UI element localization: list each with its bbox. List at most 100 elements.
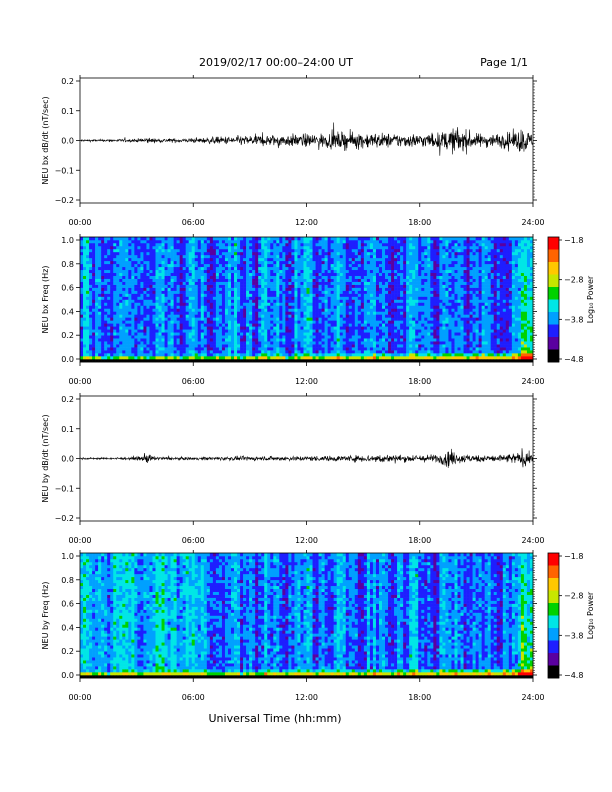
spectrogram-cell	[179, 356, 183, 360]
spectrogram-cell	[391, 296, 395, 300]
spectrogram-cell	[303, 332, 307, 336]
spectrogram-cell	[182, 287, 186, 291]
spectrogram-cell	[273, 287, 277, 291]
spectrogram-cell	[294, 299, 298, 303]
spectrogram-cell	[378, 341, 383, 345]
spectrogram-cell	[246, 290, 250, 294]
spectrogram-cell	[161, 308, 165, 312]
spectrogram-cell	[378, 237, 383, 241]
spectrogram-cell	[227, 347, 232, 351]
spectrogram-cell	[397, 296, 401, 300]
spectrogram-cell	[430, 347, 434, 351]
spectrogram-cell	[243, 281, 247, 285]
spectrogram-cell	[333, 314, 337, 318]
spectrogram-cell	[155, 239, 159, 244]
spectrogram-cell	[333, 356, 337, 360]
spectrogram-cell	[318, 311, 322, 315]
spectrogram-cell	[227, 326, 232, 330]
spectrogram-cell	[297, 317, 301, 321]
spectrogram-cell	[324, 302, 328, 306]
spectrogram-cell	[255, 344, 259, 348]
spectrogram-cell	[83, 293, 87, 297]
spectrogram-cell	[246, 293, 250, 297]
spectrogram-cell	[430, 359, 434, 363]
spectrogram-cell	[412, 239, 416, 244]
spectrogram-cell	[128, 266, 132, 271]
spectrogram-cell	[194, 353, 199, 357]
spectrogram-cell	[258, 332, 262, 336]
spectrogram-cell	[185, 344, 190, 348]
spectrogram-cell	[291, 323, 295, 327]
spectrogram-cell	[188, 245, 193, 250]
spectrogram-cell	[297, 266, 301, 271]
spectrogram-cell	[131, 296, 135, 300]
spectrogram-cell	[107, 284, 111, 288]
spectrogram-cell	[125, 341, 129, 345]
spectrogram-cell	[306, 347, 310, 351]
spectrogram-cell	[403, 287, 407, 291]
spectrogram-cell	[309, 347, 313, 351]
spectrogram-cell	[363, 326, 368, 330]
spectrogram-cell	[385, 266, 389, 271]
spectrogram-cell	[424, 329, 428, 333]
spectrogram-cell	[206, 302, 211, 306]
spectrogram-cell	[128, 326, 132, 330]
spectrogram-cell	[164, 248, 168, 253]
spectrogram-cell	[194, 254, 199, 259]
spectrogram-cell	[372, 338, 377, 342]
spectrogram-cell	[294, 320, 298, 324]
spectrogram-cell	[388, 347, 392, 351]
spectrogram-cell	[433, 359, 437, 363]
spectrogram-cell	[221, 299, 226, 303]
spectrogram-cell	[339, 323, 344, 327]
spectrogram-cell	[327, 237, 331, 241]
spectrogram-cell	[360, 317, 365, 321]
spectrogram-cell	[297, 314, 301, 318]
spectrogram-cell	[176, 311, 180, 315]
spectrogram-cell	[258, 245, 262, 250]
spectrogram-cell	[104, 278, 108, 282]
spectrogram-cell	[227, 242, 232, 247]
spectrogram-cell	[354, 269, 359, 274]
spectrogram-cell	[119, 353, 123, 357]
spectrogram-cell	[134, 347, 138, 351]
spectrogram-cell	[197, 266, 202, 271]
spectrogram-cell	[188, 287, 193, 291]
spectrogram-cell	[185, 359, 190, 363]
spectrogram-cell	[203, 239, 208, 244]
spectrogram-cell	[409, 269, 413, 274]
spectrogram-cell	[427, 335, 431, 339]
spectrogram-cell	[161, 338, 165, 342]
spectrogram-cell	[294, 353, 298, 357]
spectrogram-cell	[282, 308, 286, 312]
spectrogram-cell	[385, 332, 389, 336]
spectrogram-cell	[288, 290, 292, 294]
spectrogram-cell	[215, 287, 220, 291]
spectrogram-cell	[206, 266, 211, 271]
spectrogram-cell	[131, 284, 135, 288]
spectrogram-cell	[403, 302, 407, 306]
spectrogram-cell	[375, 242, 380, 247]
spectrogram-cell	[397, 287, 401, 291]
spectrogram-cell	[152, 296, 156, 300]
spectrogram-cell	[369, 242, 374, 247]
spectrogram-cell	[158, 287, 162, 291]
spectrogram-cell	[288, 272, 292, 276]
spectrogram-cell	[107, 329, 111, 333]
spectrogram-cell	[336, 347, 341, 351]
spectrogram-cell	[375, 353, 380, 357]
spectrogram-cell	[327, 320, 331, 324]
spectrogram-cell	[179, 293, 183, 297]
spectrogram-cell	[327, 293, 331, 297]
spectrogram-cell	[206, 278, 211, 282]
spectrogram-cell	[131, 350, 135, 354]
spectrogram-cell	[188, 269, 193, 274]
spectrogram-cell	[382, 281, 386, 285]
spectrogram-cell	[388, 254, 392, 259]
spectrogram-cell	[98, 335, 102, 339]
spectrogram-cell	[206, 308, 211, 312]
spectrogram-cell	[240, 338, 244, 342]
spectrogram-cell	[273, 305, 277, 309]
spectrogram-cell	[421, 314, 425, 318]
spectrogram-cell	[143, 347, 147, 351]
